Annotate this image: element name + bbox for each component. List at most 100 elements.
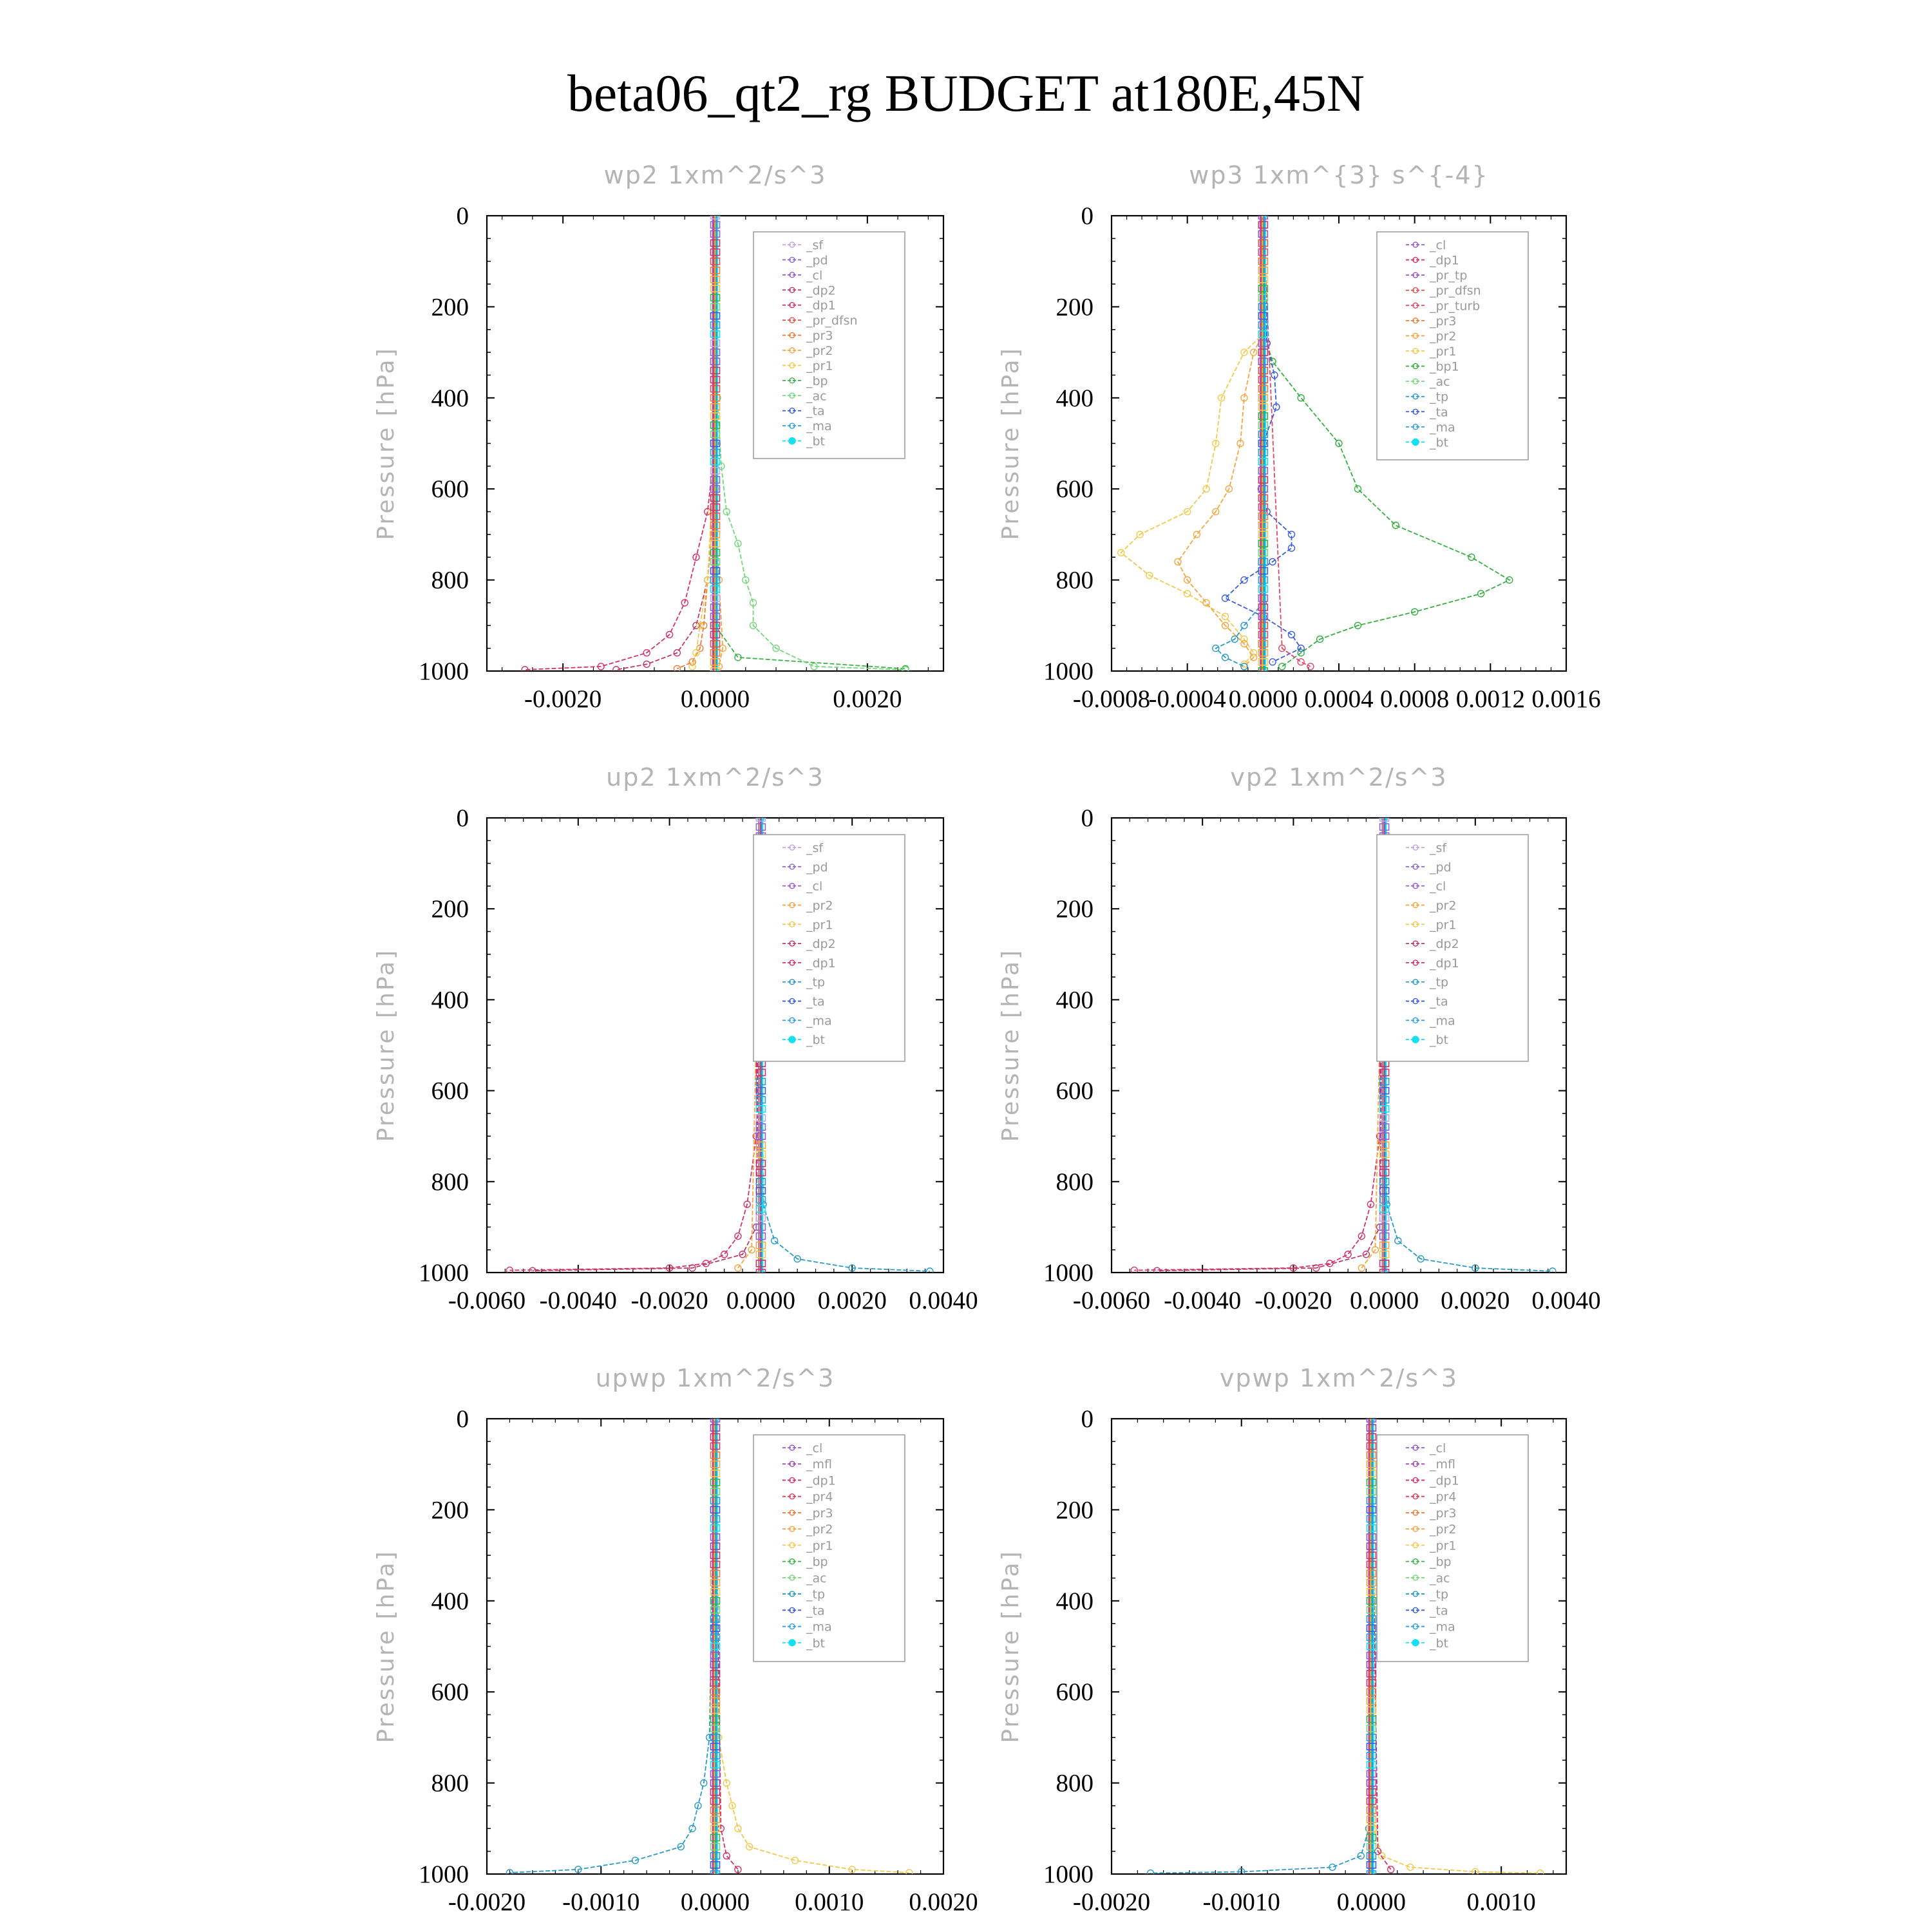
zero-profile-marker	[710, 512, 721, 520]
zero-profile-marker	[710, 412, 721, 420]
zero-profile-marker	[1258, 357, 1269, 366]
legend-marker	[1412, 844, 1419, 851]
zero-profile-marker	[710, 375, 721, 384]
zero-profile-marker	[1366, 1761, 1377, 1769]
data-point-pr2	[1236, 439, 1244, 448]
legend-label: _pr1	[1429, 918, 1456, 932]
data-point-ac	[742, 576, 750, 584]
data-point-ac	[749, 621, 757, 629]
legend-label: _pr2	[1429, 898, 1456, 913]
zero-profile-marker	[1366, 1497, 1377, 1505]
y-tick-label: 1000	[419, 658, 469, 685]
legend: _sf_pd _cl_dp2_dp1_pr_dfsn_pr3_pr2_pr1_bp…	[753, 231, 905, 459]
y-tick-label: 400	[1056, 1587, 1094, 1615]
zero-profile-marker	[1366, 1651, 1377, 1660]
x-tick-label: 0.0020	[1441, 1287, 1510, 1314]
legend-marker	[789, 362, 795, 369]
series-line-dp2	[1157, 818, 1385, 1272]
legend-marker	[789, 902, 795, 909]
data-point-tp	[1472, 1264, 1479, 1272]
zero-profile-marker	[1258, 630, 1269, 639]
legend-marker	[789, 998, 795, 1005]
panel-title: wp3 1xm^{3} s^{-4}	[1189, 161, 1488, 189]
zero-profile-marker	[1366, 1697, 1377, 1705]
legend-label: _pr_dfsn	[806, 314, 858, 328]
zero-profile-marker	[710, 1597, 721, 1605]
legend-label: _cl	[1429, 238, 1446, 252]
data-point-tp	[1240, 663, 1248, 670]
zero-profile-marker	[710, 384, 721, 393]
legend-marker	[1412, 1591, 1419, 1597]
zero-profile-marker	[1366, 1743, 1377, 1750]
legend-label: _dp1	[1429, 1473, 1459, 1488]
data-point-dp1	[723, 1852, 730, 1860]
legend-marker	[1412, 921, 1419, 927]
zero-profile-marker	[1379, 1105, 1390, 1113]
data-point-bp1	[1335, 439, 1343, 448]
legend-marker	[789, 408, 795, 414]
data-point-dp2	[673, 649, 681, 657]
zero-profile-marker	[1258, 393, 1269, 402]
legend-marker	[1412, 1607, 1419, 1614]
zero-profile-marker	[1258, 285, 1269, 292]
data-point-pr1	[728, 1802, 736, 1810]
data-point-dp1	[692, 553, 700, 561]
zero-profile-marker	[755, 823, 766, 831]
series-line-pr2	[1177, 216, 1264, 667]
legend-marker	[789, 1575, 795, 1581]
data-point-dp1	[703, 507, 712, 516]
legend-label: _bt	[1429, 435, 1448, 450]
legend-label: _dp2	[806, 283, 836, 298]
zero-profile-marker	[1366, 1779, 1377, 1787]
data-point-bp1	[1297, 649, 1305, 657]
legend: _cl _mfl_dp1 _pr4 _pr3 _pr2 _pr1 _bp _ac_tp _ta _…	[753, 1434, 905, 1662]
zero-profile-marker	[1379, 1187, 1390, 1195]
zero-profile-marker	[710, 1560, 721, 1569]
y-tick-label: 0	[1081, 1405, 1094, 1433]
zero-profile-marker	[755, 1132, 766, 1140]
data-point-pr1	[1406, 1863, 1414, 1871]
data-point-tp	[1212, 644, 1220, 652]
x-tick-label: 0.0040	[909, 1287, 978, 1314]
data-point-pr1	[791, 1857, 799, 1864]
legend-marker	[1412, 317, 1419, 324]
legend: _cl _mfl_dp1 _pr4 _pr3 _pr2 _pr1 _bp _ac_tp _ta _…	[1376, 1434, 1529, 1662]
zero-profile-marker	[1366, 1752, 1377, 1759]
data-point-pr3	[673, 665, 681, 671]
zero-profile-marker	[1366, 1433, 1377, 1441]
legend-marker	[788, 1036, 796, 1043]
zero-profile-marker	[1366, 1587, 1377, 1596]
data-point-dp2	[612, 666, 620, 671]
panel-title: wp2 1xm^2/s^3	[604, 161, 827, 189]
zero-profile-marker	[1258, 216, 1269, 220]
zero-profile-marker	[1258, 294, 1269, 302]
x-tick-label: 0.0016	[1531, 685, 1600, 713]
zero-profile-marker	[710, 1806, 721, 1814]
legend-label: _pr1	[1429, 1539, 1456, 1553]
zero-profile-marker	[710, 1861, 721, 1869]
zero-profile-marker	[710, 285, 721, 292]
data-point-ta	[1271, 371, 1278, 379]
zero-profile-marker	[1379, 1269, 1390, 1273]
legend-label: _dp1	[1429, 254, 1459, 268]
data-point-pr1	[745, 1842, 753, 1851]
legend-label: _pd	[806, 860, 828, 875]
zero-profile-marker	[710, 503, 721, 511]
series-line-tp	[1215, 216, 1264, 667]
y-tick-label: 1000	[419, 1259, 469, 1287]
legend-marker	[789, 256, 795, 263]
zero-profile-marker	[710, 521, 721, 529]
zero-profile-marker	[1366, 1734, 1377, 1741]
data-point-dp1	[643, 649, 650, 657]
x-tick-label: 0.0000	[681, 1888, 750, 1916]
legend-label: _pr3	[806, 329, 833, 343]
zero-profile-marker	[710, 1752, 721, 1759]
zero-profile-marker	[710, 1587, 721, 1596]
x-tick-label: 0.0020	[818, 1287, 887, 1314]
zero-profile-marker	[1258, 384, 1269, 393]
zero-profile-marker	[710, 1788, 721, 1796]
legend-marker	[1412, 272, 1419, 278]
data-point-tp	[1238, 1868, 1245, 1874]
zero-profile-marker	[1258, 412, 1269, 420]
legend-marker	[1412, 960, 1419, 966]
